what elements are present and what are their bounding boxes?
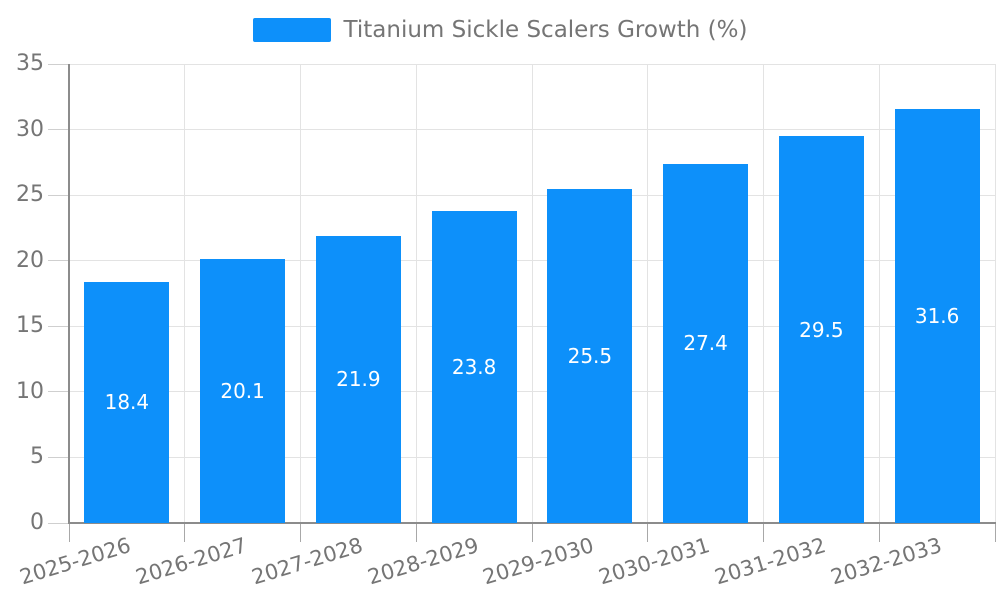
y-tick-mark	[48, 194, 69, 196]
x-gridline	[647, 64, 649, 523]
bar-value-label: 31.6	[914, 303, 960, 328]
x-gridline	[878, 64, 880, 523]
bar[interactable]: 29.5	[778, 136, 864, 523]
bar-value-label: 25.5	[567, 343, 613, 368]
y-axis-tick-label: 25	[16, 182, 44, 208]
y-tick-mark	[48, 522, 69, 524]
bar[interactable]: 23.8	[431, 210, 517, 523]
plot-area: 0 5 10 15 20 25 30 35 18.4 2025-2026 20.1 2026-2027…	[16, 51, 996, 589]
x-gridline	[184, 64, 186, 523]
x-gridline	[763, 64, 764, 523]
y-tick-mark	[48, 456, 69, 458]
y-tick-mark	[48, 391, 69, 393]
y-tick-mark	[48, 63, 69, 65]
x-axis-category-label: 2030-2031	[596, 533, 713, 590]
y-axis-tick-label: 15	[16, 313, 44, 339]
bar[interactable]: 18.4	[84, 281, 170, 523]
y-axis-tick-label: 30	[16, 116, 44, 142]
y-axis-tick-label: 10	[16, 378, 44, 404]
x-tick-mark	[647, 523, 649, 542]
bar-value-label: 18.4	[104, 390, 150, 415]
bar[interactable]: 31.6	[894, 108, 980, 523]
x-axis-category-label: 2026-2027	[133, 533, 250, 590]
x-axis-category-label: 2031-2032	[711, 533, 829, 590]
x-tick-mark	[184, 523, 186, 542]
bar-value-label: 21.9	[336, 367, 381, 392]
y-axis-line	[68, 64, 70, 523]
x-axis-line	[68, 522, 996, 524]
x-tick-mark	[763, 523, 764, 542]
y-tick-mark	[48, 260, 69, 262]
x-tick-mark	[300, 523, 301, 542]
legend[interactable]: Titanium Sickle Scalers Growth (%)	[0, 17, 1000, 43]
x-axis-category-label: 2027-2028	[248, 533, 366, 590]
x-axis-category-label: 2032-2033	[827, 533, 945, 590]
legend-swatch-icon	[252, 18, 331, 42]
legend-label: Titanium Sickle Scalers Growth (%)	[343, 17, 748, 43]
x-axis-category-label: 2028-2029	[364, 533, 482, 590]
y-tick-mark	[48, 129, 69, 131]
x-gridline	[300, 64, 301, 523]
bar-value-label: 29.5	[799, 317, 844, 342]
x-gridline	[531, 64, 533, 523]
y-axis-tick-label: 35	[16, 51, 44, 76]
bar-value-label: 20.1	[220, 379, 265, 404]
bar-value-label: 27.4	[683, 331, 728, 356]
bar[interactable]: 27.4	[663, 163, 749, 523]
y-tick-mark	[48, 325, 69, 327]
bar[interactable]: 21.9	[315, 235, 401, 523]
x-gridline	[994, 64, 996, 523]
bar-value-label: 23.8	[451, 354, 497, 379]
x-gridline	[415, 64, 417, 523]
x-tick-mark	[994, 523, 996, 542]
y-axis-tick-label: 0	[30, 510, 44, 535]
x-axis-category-label: 2025-2026	[17, 533, 134, 590]
bar[interactable]: 25.5	[547, 188, 633, 523]
x-tick-mark	[878, 523, 880, 542]
x-tick-mark	[531, 523, 533, 542]
y-axis-tick-label: 20	[16, 247, 44, 273]
x-tick-mark	[415, 523, 417, 542]
bar[interactable]: 20.1	[200, 259, 286, 523]
x-axis-category-label: 2029-2030	[480, 533, 597, 590]
y-axis-tick-label: 5	[30, 444, 44, 470]
x-tick-mark	[68, 523, 70, 542]
